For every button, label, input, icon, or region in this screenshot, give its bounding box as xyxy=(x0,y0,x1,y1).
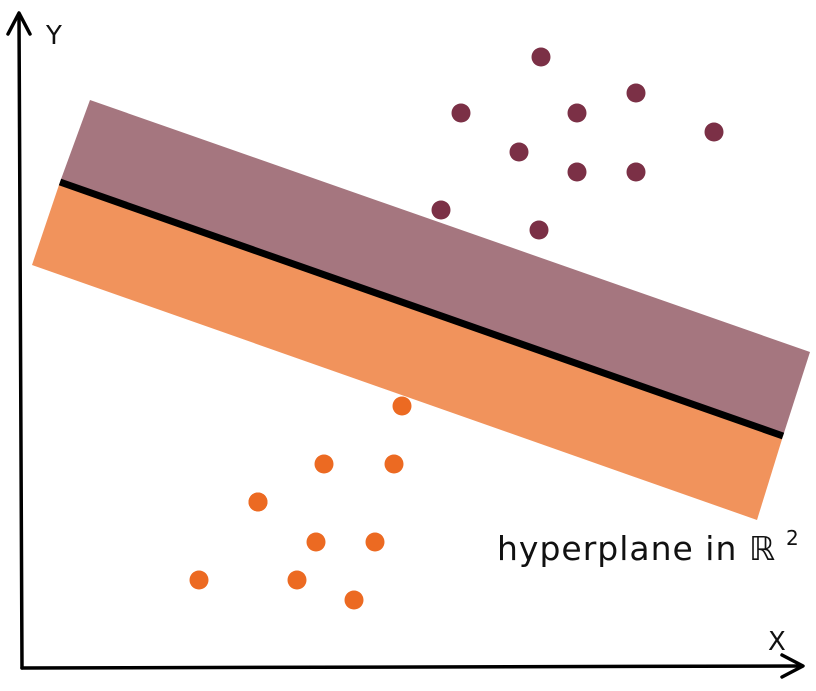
hyperplane-caption: hyperplane in ℝ 2 xyxy=(497,526,799,568)
upper-point xyxy=(531,47,551,67)
y-axis xyxy=(17,12,24,670)
lower-point xyxy=(287,570,307,590)
lower-point xyxy=(365,532,385,552)
lower-point xyxy=(306,532,326,552)
y-axis-label: Y xyxy=(45,21,62,51)
lower-point xyxy=(384,454,404,474)
upper-point xyxy=(509,142,529,162)
upper-point xyxy=(567,103,587,123)
caption-main: hyperplane in xyxy=(497,529,749,568)
lower-point xyxy=(392,396,412,416)
lower-point xyxy=(248,492,268,512)
x-axis xyxy=(20,664,804,670)
caption-text: hyperplane in ℝ xyxy=(497,529,776,568)
caption-symbol: ℝ xyxy=(749,529,776,568)
caption-superscript: 2 xyxy=(786,526,799,550)
upper-point xyxy=(567,162,587,182)
upper-point xyxy=(626,162,646,182)
lower-margin-band xyxy=(32,182,783,520)
y-axis-arrowhead xyxy=(6,11,32,36)
lower-class-points xyxy=(189,396,412,610)
upper-point xyxy=(626,83,646,103)
x-axis-label: X xyxy=(768,627,786,657)
x-axis-arrowhead xyxy=(780,653,805,679)
upper-point xyxy=(529,220,549,240)
lower-point xyxy=(189,570,209,590)
upper-point xyxy=(431,200,451,220)
lower-point xyxy=(344,590,364,610)
upper-class-points xyxy=(431,47,724,240)
upper-point xyxy=(704,122,724,142)
hyperplane-line xyxy=(58,178,785,440)
lower-point xyxy=(314,454,334,474)
upper-margin-band xyxy=(60,100,810,436)
upper-point xyxy=(451,103,471,123)
